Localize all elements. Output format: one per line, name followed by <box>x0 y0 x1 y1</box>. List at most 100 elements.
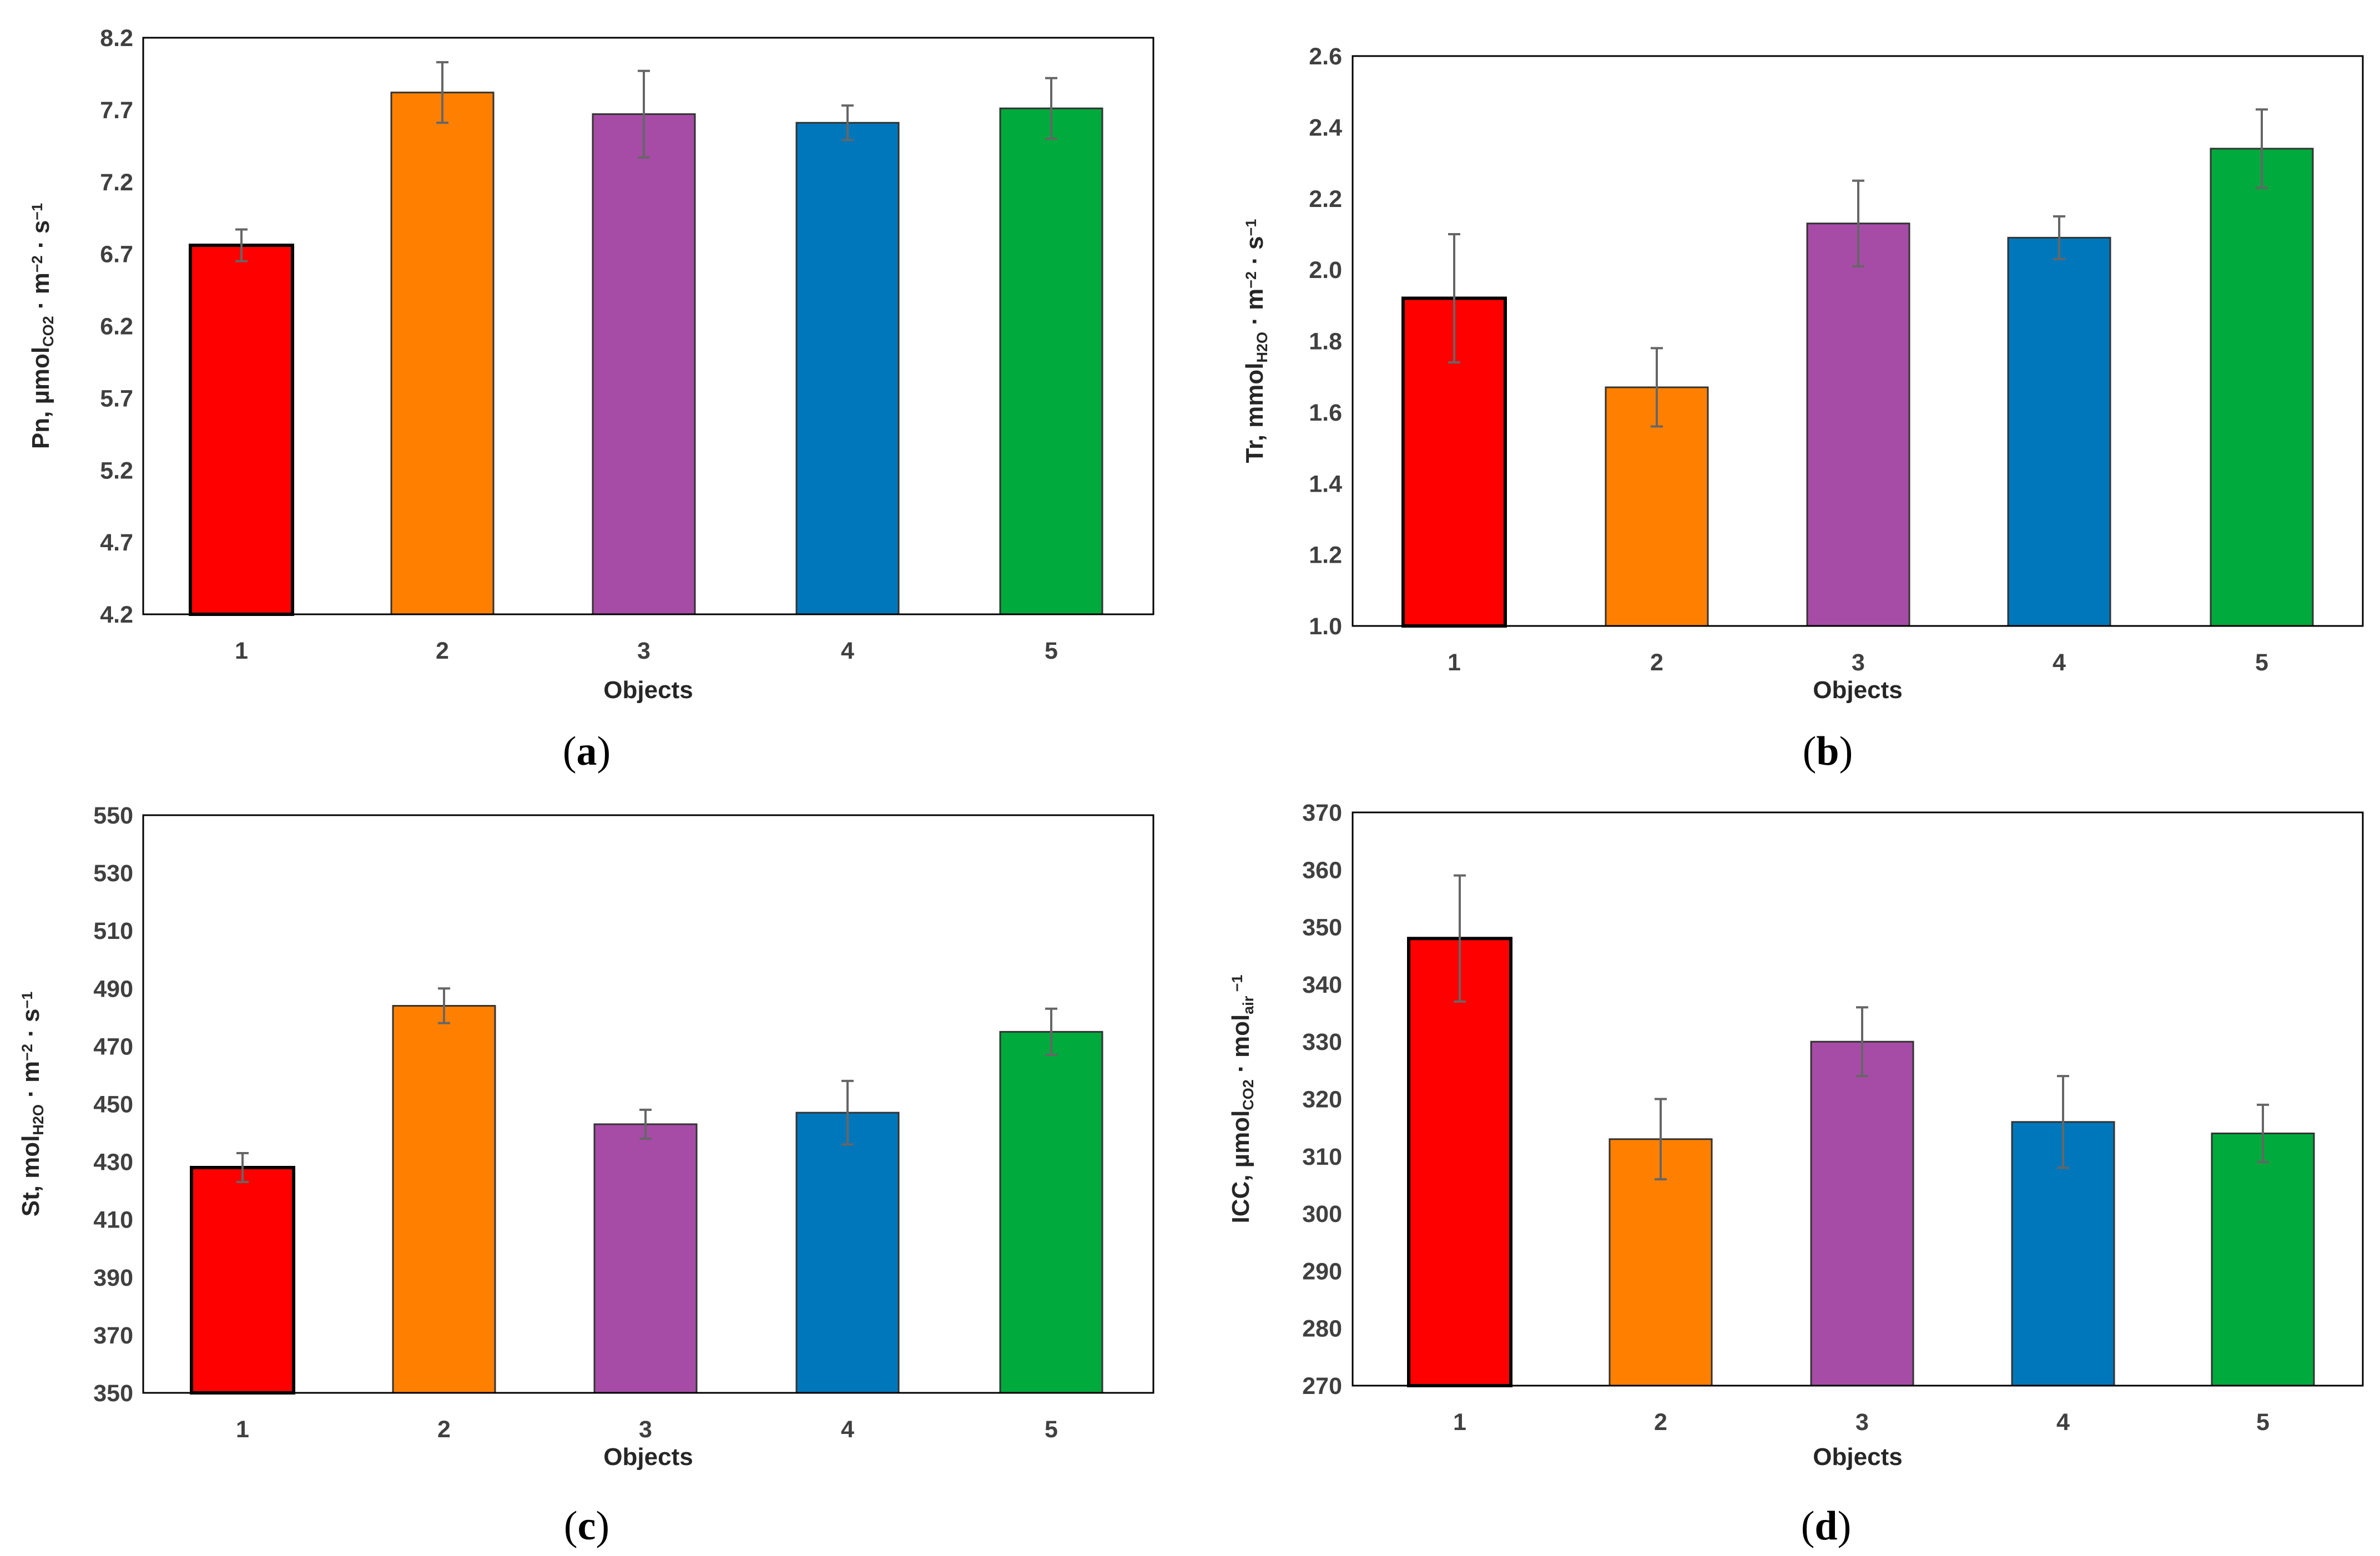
error-bar-object-1 <box>236 1151 249 1184</box>
y-tick-label: 310 <box>1302 1144 1342 1170</box>
y-tick-label: 5.7 <box>100 385 133 412</box>
y-axis-title: Tr, mmolH2O · m−2 · s−1 <box>1241 219 1270 463</box>
y-axis-title: Pn, µmolCO2 · m−2 · s−1 <box>27 203 57 449</box>
y-tick-label: 340 <box>1302 972 1342 998</box>
x-tick-label: 4 <box>2053 649 2066 676</box>
y-tick-label: 510 <box>93 918 133 944</box>
y-tick-label: 7.2 <box>100 169 133 196</box>
chart-panel-c: 350 370 390 410 430 450 470 490 510 530 550 1 2 3 4 5 Ob… <box>17 802 1154 1549</box>
y-tick-label: 320 <box>1302 1087 1342 1113</box>
y-tick-label: 300 <box>1302 1201 1342 1227</box>
y-tick-label: 1.2 <box>1309 542 1342 569</box>
y-tick-label: 550 <box>93 802 133 829</box>
y-tick-label: 490 <box>93 976 133 1002</box>
error-bar-object-3 <box>639 1108 652 1140</box>
y-tick-label: 390 <box>93 1265 133 1291</box>
y-tick-label: 450 <box>93 1092 133 1118</box>
chart-panel-b: 1.0 1.2 1.4 1.6 1.8 2.0 2.2 2.4 2.6 1 2 3 4 5 Objects T… <box>1241 43 2364 774</box>
x-tick-label: 2 <box>1650 649 1663 676</box>
bar-object-3 <box>1806 223 1910 627</box>
x-axis-title: Objects <box>603 1443 693 1471</box>
x-tick-label: 2 <box>436 638 449 664</box>
bar-object-5 <box>999 107 1103 615</box>
y-tick-label: 1.4 <box>1309 471 1342 497</box>
x-tick-label: 3 <box>1855 1409 1869 1436</box>
bar-object-1 <box>189 244 294 617</box>
error-bar-object-1 <box>1454 874 1466 1003</box>
error-bar-object-1 <box>235 228 248 262</box>
bar-object-5 <box>2210 148 2314 627</box>
bar-object-3 <box>593 1123 698 1394</box>
bar-object-1 <box>1407 937 1512 1387</box>
error-bar-object-5 <box>1045 77 1057 140</box>
bar-object-5 <box>999 1030 1103 1394</box>
error-bar-object-4 <box>841 1079 854 1146</box>
x-tick-label: 1 <box>1448 649 1461 676</box>
error-bar-object-5 <box>1045 1007 1057 1057</box>
error-bar-object-3 <box>638 69 650 159</box>
x-tick-label: 5 <box>1045 638 1058 664</box>
x-tick-label: 3 <box>1852 649 1865 676</box>
panel-caption-d: (d) <box>1801 1503 1851 1549</box>
x-tick-label: 1 <box>1453 1409 1466 1436</box>
y-tick-label: 4.2 <box>100 602 133 628</box>
y-tick-label: 270 <box>1302 1373 1342 1400</box>
error-bar-object-2 <box>438 987 450 1024</box>
y-tick-label: 7.7 <box>100 97 133 124</box>
y-tick-label: 330 <box>1302 1029 1342 1055</box>
bar-object-5 <box>2211 1132 2315 1387</box>
error-bar-object-4 <box>2053 215 2065 260</box>
x-tick-label: 5 <box>2256 1409 2270 1436</box>
y-tick-label: 2.0 <box>1309 257 1342 284</box>
chart-panel-a: 4.2 4.7 5.2 5.7 6.2 6.7 7.2 7.7 8.2 1 2 3 4 5 Objects P… <box>27 25 1154 774</box>
y-tick-label: 8.2 <box>100 25 133 52</box>
y-tick-label: 530 <box>93 860 133 887</box>
y-tick-label: 360 <box>1302 857 1342 883</box>
x-axis-title: Objects <box>603 676 693 704</box>
panel-caption-c: (c) <box>564 1503 609 1549</box>
x-axis-title: Objects <box>1813 1443 1902 1471</box>
y-tick-label: 290 <box>1302 1258 1342 1285</box>
x-tick-label: 5 <box>2255 649 2268 676</box>
x-tick-label: 3 <box>639 1416 652 1443</box>
x-tick-label: 5 <box>1045 1416 1058 1443</box>
error-bar-object-2 <box>436 61 448 124</box>
x-tick-label: 1 <box>236 1416 249 1443</box>
y-tick-label: 350 <box>1302 915 1342 941</box>
x-tick-label: 4 <box>2056 1409 2070 1436</box>
chart-panel-d: 270 280 290 300 310 320 330 340 350 360 370 1 2 3 4 5 Ob… <box>1227 800 2364 1549</box>
x-tick-label: 2 <box>1654 1409 1667 1436</box>
error-bar-object-1 <box>1448 233 1460 364</box>
y-tick-label: 370 <box>93 1322 133 1349</box>
error-bar-object-2 <box>1655 1098 1667 1181</box>
bar-object-2 <box>390 92 495 615</box>
y-tick-label: 410 <box>93 1207 133 1234</box>
plot-area-frame <box>142 37 1154 615</box>
y-axis-title: St, molH2O · m−2 · s−1 <box>17 992 47 1217</box>
plot-area-frame <box>142 814 1154 1394</box>
panel-caption-b: (b) <box>1803 729 1853 774</box>
y-tick-label: 1.8 <box>1309 329 1342 355</box>
y-tick-label: 2.6 <box>1309 43 1342 70</box>
y-tick-label: 2.2 <box>1309 186 1342 213</box>
panel-caption-a: (a) <box>563 729 611 774</box>
x-tick-label: 4 <box>841 1416 854 1443</box>
bar-object-2 <box>392 1005 496 1394</box>
error-bar-object-3 <box>1852 179 1864 267</box>
x-tick-label: 1 <box>235 638 248 664</box>
y-tick-label: 1.6 <box>1309 400 1342 426</box>
y-tick-label: 5.2 <box>100 457 133 484</box>
y-tick-label: 1.0 <box>1309 613 1342 640</box>
x-tick-label: 2 <box>437 1416 451 1443</box>
y-tick-label: 6.2 <box>100 314 133 340</box>
bar-object-1 <box>190 1166 295 1395</box>
plot-area-frame <box>1352 811 2364 1387</box>
y-tick-label: 6.7 <box>100 241 133 268</box>
y-tick-label: 470 <box>93 1033 133 1060</box>
x-tick-label: 3 <box>637 638 651 664</box>
y-tick-label: 280 <box>1302 1316 1342 1342</box>
bar-object-4 <box>795 122 900 615</box>
x-tick-label: 4 <box>841 638 854 664</box>
error-bar-object-4 <box>841 104 854 142</box>
